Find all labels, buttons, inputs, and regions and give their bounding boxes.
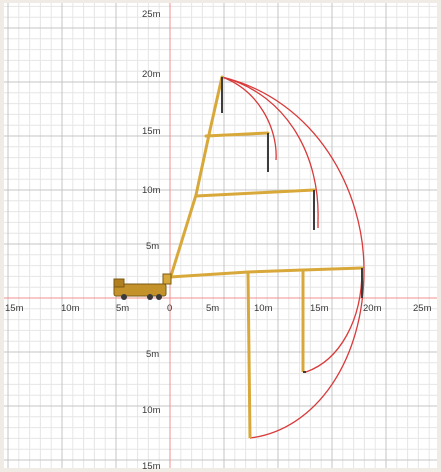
concrete-pump-truck-icon — [113, 273, 172, 300]
boom-high-position — [204, 131, 270, 172]
y-tick-label: 25m — [142, 9, 161, 20]
truck-wheel — [156, 294, 162, 300]
boom-arm — [168, 266, 364, 279]
x-tick-label: 20m — [363, 303, 382, 314]
boom-turret — [162, 273, 172, 285]
x-tick-label: 15m — [5, 303, 24, 314]
x-tick-label: 25m — [413, 303, 432, 314]
y-tick-label: 10m — [142, 185, 161, 196]
x-axis-labels: 15m 10m 5m 0 5m 10m 15m 20m 25m — [5, 303, 432, 314]
y-tick-label: 5m — [146, 349, 159, 360]
boom-lowered-position-1 — [301, 270, 306, 373]
x-tick-label: 10m — [254, 303, 273, 314]
truck-body — [113, 283, 167, 297]
boom-raised-vertical — [168, 75, 224, 281]
truck-wheel — [147, 294, 153, 300]
y-tick-label: 5m — [146, 241, 159, 252]
boom-arm — [168, 75, 224, 281]
y-tick-label: 20m — [142, 69, 161, 80]
truck-cab — [113, 278, 125, 288]
boom-positions — [168, 75, 364, 439]
y-axis-labels: 25m 20m 15m 10m 5m 5m 10m 15m — [142, 9, 161, 472]
reach-arc-outer — [221, 76, 365, 439]
x-tick-label: 0 — [167, 303, 172, 314]
boom-arm — [204, 131, 270, 138]
x-tick-label: 5m — [116, 303, 129, 314]
x-tick-label: 5m — [206, 303, 219, 314]
y-tick-label: 15m — [142, 126, 161, 137]
boom-lowered-position-2 — [246, 271, 252, 439]
x-tick-label: 15m — [310, 303, 329, 314]
reach-arc-inner — [221, 76, 277, 161]
truck-wheel — [121, 294, 127, 300]
axes — [4, 3, 437, 468]
boom-arm — [246, 271, 252, 439]
boom-horizontal-position — [168, 266, 364, 298]
x-tick-label: 10m — [61, 303, 80, 314]
boom-arm — [194, 188, 316, 198]
y-tick-label: 10m — [142, 405, 161, 416]
grid-major-lines — [4, 3, 437, 468]
plot-area — [4, 3, 437, 468]
y-tick-label: 15m — [142, 461, 161, 472]
boom-mid-position — [194, 188, 316, 230]
